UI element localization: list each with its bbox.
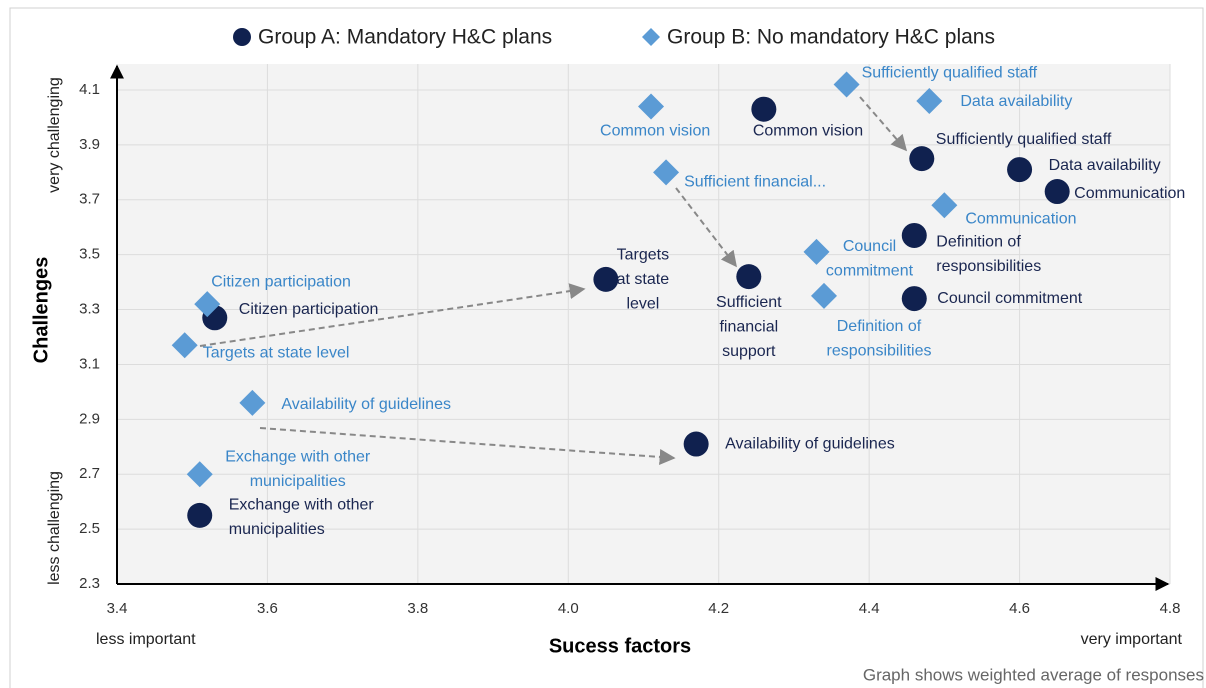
point-label: support [722,343,776,360]
point [811,282,838,309]
points: Common vision Sufficiently qualified staf… [171,65,1185,538]
point [901,222,927,248]
y-tick-label: 3.9 [79,136,100,153]
point [901,286,927,312]
point-label: Sufficient financial... [684,174,826,191]
point [194,291,221,318]
y-tick-label: 4.1 [79,81,100,98]
x-tick-label: 4.8 [1160,600,1181,617]
point-label: Availability of guidelines [725,435,895,452]
point-label: Data availability [960,93,1072,110]
point-label: level [626,296,659,313]
y-tick-label: 3.5 [79,246,100,263]
point [931,192,958,219]
arrow [199,283,586,347]
ticks: 2.3 2.5 2.7 2.9 3.1 3.3 3.5 3.7 3.9 4.1 3.4 3.6 3.8 4… [79,81,1180,617]
arrow [259,427,676,465]
note: Graph shows weighted average of response… [863,665,1204,684]
point-label: Citizen participation [239,301,379,318]
point-label: municipalities [229,521,325,538]
point [803,238,830,265]
y-tick-label: 2.3 [79,575,100,592]
x-axis-title: Sucess factors [549,635,691,657]
point [239,389,266,416]
x-tick-label: 3.6 [257,600,278,617]
x-tick-label: 4.6 [1009,600,1030,617]
point-label: Council [843,238,896,255]
plot-area [117,64,1170,584]
x-tick-label: 3.4 [107,600,128,617]
y-tick-label: 2.5 [79,520,100,537]
y-tick-label: 3.7 [79,191,100,208]
point [233,28,251,46]
y-low-label: less challenging [46,471,63,585]
y-tick-label: 2.9 [79,410,100,427]
legend: Group A: Mandatory H&C plans Group B: No … [233,26,995,49]
point [171,332,198,359]
point [642,28,660,46]
point-label: Data availability [1049,157,1161,174]
point-label: Common vision [753,122,863,139]
point-label: responsibilities [827,343,932,360]
point-label: Definition of [936,234,1021,251]
point-label: Definition of [837,318,922,335]
arrow [859,96,908,152]
y-tick-label: 3.1 [79,355,100,372]
legend-label: Group A: Mandatory H&C plans [258,26,552,49]
point-label: commitment [826,263,914,280]
point-label: Targets at state level [203,344,350,361]
point [833,71,860,98]
point [593,266,619,292]
point [683,431,709,457]
point-label: Communication [965,210,1076,227]
x-tick-label: 4.4 [859,600,880,617]
x-tick-label: 4.2 [708,600,729,617]
point-label: Sufficiently qualified staff [936,131,1112,148]
y-tick-label: 3.3 [79,301,100,318]
point-label: responsibilities [936,258,1041,275]
point-label: Common vision [600,123,710,140]
point-label: Sufficient [716,294,782,311]
point-label: Council commitment [937,290,1082,307]
legend-label: Group B: No mandatory H&C plans [667,26,995,49]
point [1007,157,1033,183]
point-label: Sufficiently qualified staff [862,65,1038,82]
point-label: Targets [617,247,669,264]
point-label: financial [719,318,778,335]
point-label: Exchange with other [229,497,375,514]
point [186,461,213,488]
point-label: Exchange with other [225,448,371,465]
point-label: Citizen participation [211,273,351,290]
frame [9,7,1204,688]
point [638,93,665,120]
point-label: Availability of guidelines [281,396,451,413]
y-axis-title: Challenges [30,257,52,364]
grid [116,64,1171,585]
point [916,87,943,114]
point [751,96,777,122]
point [187,502,213,528]
x-low-label: less important [96,631,196,648]
point-label: municipalities [250,473,346,490]
point [653,159,680,186]
point-label: at state [617,271,670,288]
x-high-label: very important [1081,631,1183,648]
y-high-label: very challenging [46,77,63,193]
point-label: Communication [1074,185,1185,202]
point [909,146,935,172]
x-tick-label: 4.0 [558,600,579,617]
arrows [199,96,908,465]
y-tick-label: 2.7 [79,465,100,482]
point [736,264,762,290]
x-tick-label: 3.8 [407,600,428,617]
arrow [675,187,737,268]
point [1044,179,1070,205]
